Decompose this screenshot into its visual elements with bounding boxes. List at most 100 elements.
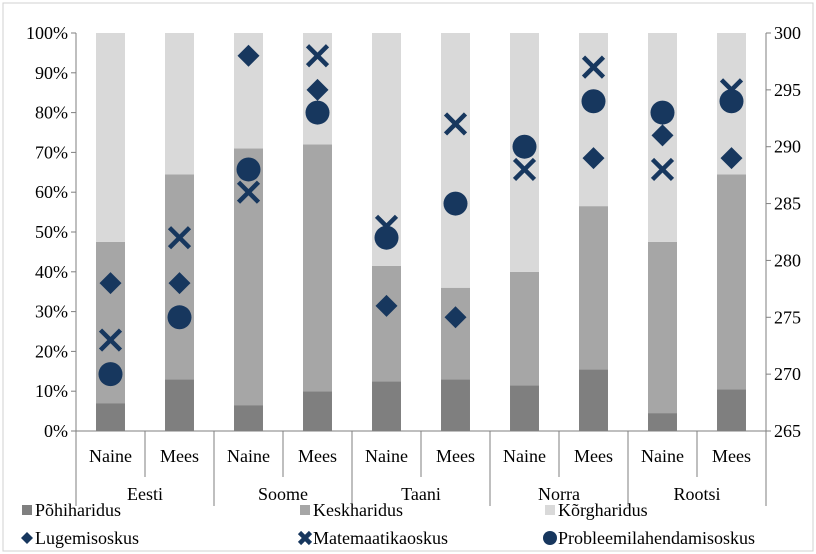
right-tick-label: 280 xyxy=(774,250,801,270)
circle-marker-3-cat-6 xyxy=(443,191,468,216)
bar-segment-1-cat-10 xyxy=(717,389,746,431)
right-tick-label: 270 xyxy=(774,364,801,384)
right-tick-label: 285 xyxy=(774,194,801,214)
legend-item: Kõrgharidus xyxy=(545,500,648,520)
diamond-marker-1-cat-6 xyxy=(444,306,467,329)
legend-x-icon-stroke xyxy=(297,530,313,546)
legend-label: Keskharidus xyxy=(313,500,403,520)
bar-segment-1-cat-2 xyxy=(165,379,194,431)
left-tick-label: 80% xyxy=(35,103,68,123)
x-marker-2-cat-4 xyxy=(305,44,330,68)
category-label: Naine xyxy=(365,446,408,466)
legend-label: Kõrgharidus xyxy=(558,500,648,520)
bar-segment-3-cat-2 xyxy=(165,33,194,175)
category-label: Mees xyxy=(712,446,751,466)
bar-segment-1-cat-1 xyxy=(96,403,125,431)
x-marker-2-cat-2 xyxy=(167,226,192,250)
bar-segment-2-cat-5 xyxy=(372,265,401,382)
right-tick-label: 300 xyxy=(774,23,801,43)
right-tick-label: 290 xyxy=(774,137,801,157)
legend-item: Keskharidus xyxy=(300,500,403,520)
bar-segment-1-cat-6 xyxy=(441,379,470,431)
left-tick-label: 100% xyxy=(26,23,68,43)
legend-swatch xyxy=(300,505,310,515)
category-label: Mees xyxy=(298,446,337,466)
legend-label: Probleemilahendamisoskus xyxy=(558,528,755,548)
circle-marker-3-cat-2 xyxy=(167,305,192,330)
circle-marker-3-cat-10 xyxy=(719,89,744,114)
left-tick-label: 30% xyxy=(35,302,68,322)
legend-label: Lugemisoskus xyxy=(35,528,139,548)
left-tick-label: 10% xyxy=(35,381,68,401)
diamond-marker-1-cat-10 xyxy=(720,147,743,170)
x-marker-2-cat-8 xyxy=(581,55,606,79)
category-label: Naine xyxy=(641,446,684,466)
markers-layer xyxy=(98,44,744,387)
bar-segment-1-cat-9 xyxy=(648,413,677,431)
bar-segment-3-cat-8 xyxy=(579,33,608,207)
left-tick-label: 50% xyxy=(35,222,68,242)
category-label: Naine xyxy=(89,446,132,466)
legend-circle-icon xyxy=(543,531,557,545)
category-label: Naine xyxy=(503,446,546,466)
diamond-marker-1-cat-8 xyxy=(582,147,605,170)
diamond-marker-1-cat-3 xyxy=(237,44,260,67)
bar-segment-1-cat-7 xyxy=(510,385,539,431)
legend-swatch xyxy=(545,505,555,515)
x-marker-2-cat-1 xyxy=(98,328,123,352)
left-tick-label: 0% xyxy=(44,421,68,441)
circle-marker-3-cat-8 xyxy=(581,89,606,114)
diamond-marker-1-cat-1 xyxy=(99,272,122,295)
x-marker-2-cat-7 xyxy=(512,157,537,182)
left-tick-label: 20% xyxy=(35,341,68,361)
bar-segment-2-cat-8 xyxy=(579,206,608,370)
legend-item: Matemaatikaoskus xyxy=(297,528,448,548)
bar-segment-1-cat-5 xyxy=(372,381,401,431)
legend-diamond-icon xyxy=(21,532,33,544)
group-label: Eesti xyxy=(127,484,163,504)
legend-label: Põhiharidus xyxy=(35,500,121,520)
x-marker-2-cat-7-stroke xyxy=(512,157,537,182)
legend-item: Lugemisoskus xyxy=(21,528,139,548)
category-label: Naine xyxy=(227,446,270,466)
x-marker-2-cat-6 xyxy=(443,112,468,136)
left-tick-label: 70% xyxy=(35,142,68,162)
bar-segment-2-cat-9 xyxy=(648,241,677,414)
bar-segment-2-cat-6 xyxy=(441,287,470,380)
group-label: Rootsi xyxy=(673,484,720,504)
x-marker-2-cat-9 xyxy=(650,157,675,182)
x-marker-2-cat-3 xyxy=(236,180,261,204)
bar-segment-2-cat-10 xyxy=(717,174,746,390)
bar-segment-1-cat-4 xyxy=(303,391,332,431)
right-tick-label: 275 xyxy=(774,307,801,327)
bar-segment-2-cat-3 xyxy=(234,148,263,406)
diamond-marker-1-cat-2 xyxy=(168,272,191,295)
x-marker-2-cat-1-stroke xyxy=(98,328,123,352)
bar-segment-1-cat-8 xyxy=(579,369,608,431)
group-label: Soome xyxy=(258,484,308,504)
category-label: Mees xyxy=(160,446,199,466)
legend-item: Probleemilahendamisoskus xyxy=(543,528,755,548)
circle-marker-3-cat-7 xyxy=(512,134,537,159)
bar-segment-2-cat-7 xyxy=(510,271,539,386)
x-marker-2-cat-9-stroke xyxy=(650,157,675,182)
group-label: Norra xyxy=(538,484,580,504)
circle-marker-3-cat-9 xyxy=(650,100,675,125)
x-marker-2-cat-4-stroke xyxy=(305,44,330,68)
left-tick-label: 40% xyxy=(35,262,68,282)
legend-x-icon xyxy=(297,530,313,546)
legend-swatch xyxy=(22,505,32,515)
category-label: Mees xyxy=(574,446,613,466)
bar-segment-3-cat-1 xyxy=(96,33,125,242)
x-marker-2-cat-2-stroke xyxy=(167,226,192,250)
circle-marker-3-cat-3 xyxy=(236,157,261,182)
x-marker-2-cat-3-stroke xyxy=(236,180,261,204)
bar-segment-3-cat-6 xyxy=(441,33,470,288)
bar-segment-2-cat-4 xyxy=(303,144,332,392)
right-tick-label: 265 xyxy=(774,421,801,441)
diamond-marker-1-cat-5 xyxy=(375,294,398,317)
left-tick-label: 60% xyxy=(35,182,68,202)
category-label: Mees xyxy=(436,446,475,466)
